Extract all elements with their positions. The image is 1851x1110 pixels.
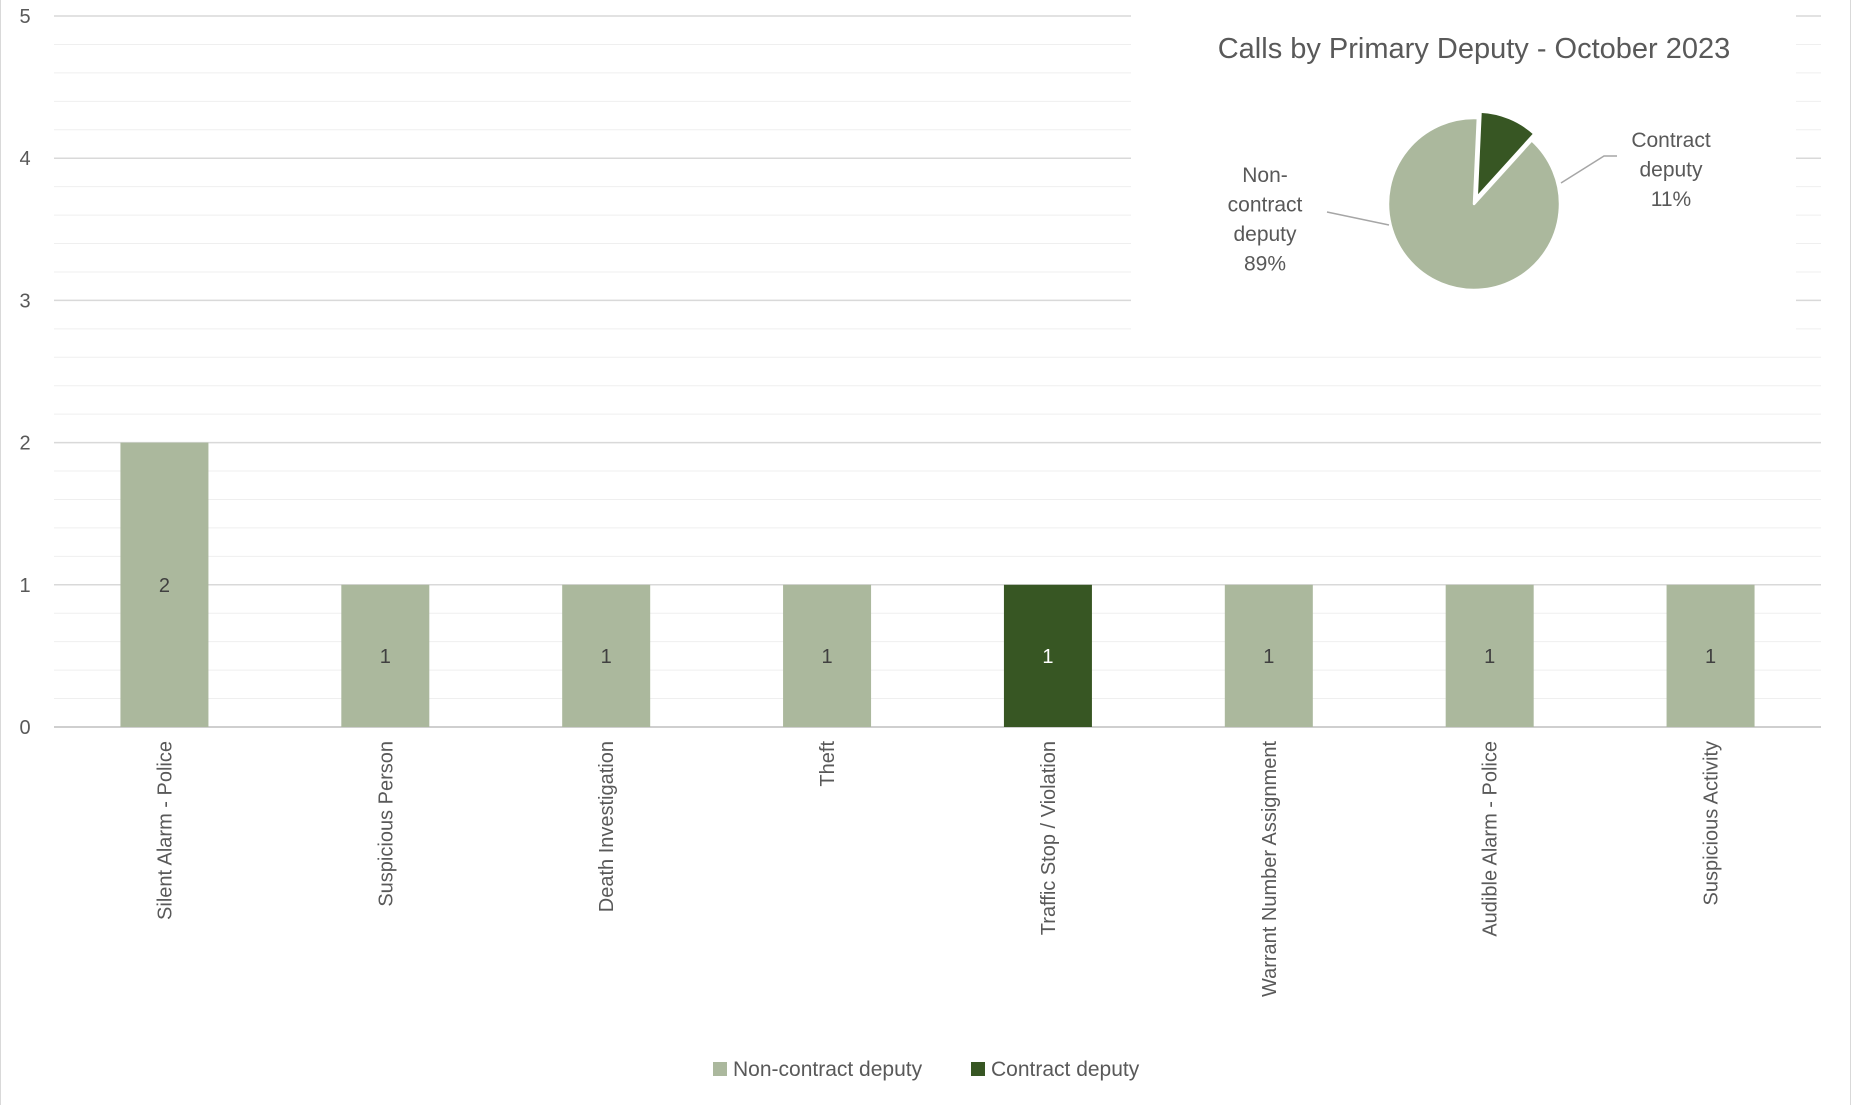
x-tick-label: Death Investigation	[596, 741, 618, 912]
legend-swatch	[971, 1062, 985, 1076]
bar-data-label: 1	[380, 646, 391, 668]
pie-label-contract: 11%	[1651, 188, 1691, 211]
bar-data-label: 1	[1042, 646, 1053, 668]
pie-labels: Non-contract deputy 89% Contract deputy 11%	[1228, 129, 1711, 276]
pie-label-non-contract: deputy	[1233, 223, 1297, 246]
bar	[783, 584, 872, 727]
bar-data-label: 1	[822, 646, 833, 668]
x-tick-label: Silent Alarm - Police	[154, 741, 176, 920]
pie-label-non-contract: contract	[1228, 194, 1303, 217]
pie-slice-non-contract	[1386, 116, 1562, 292]
pie-chart-panel: Calls by Primary Deputy - October 2023 N…	[1131, 0, 1796, 350]
bar-data-label: 1	[601, 646, 612, 668]
y-tick-label: 5	[19, 6, 30, 28]
bar	[1003, 584, 1092, 727]
bars: 2 1 1 1 1 1 1 1	[120, 442, 1755, 727]
bar-data-label: 1	[1263, 646, 1274, 668]
pie-label-non-contract: 89%	[1244, 253, 1286, 276]
pie-slice-contract	[1475, 110, 1536, 199]
pie-leader-line	[1326, 211, 1390, 226]
x-axis: Silent Alarm - Police Suspicious Person De…	[154, 741, 1722, 997]
bar-data-label: 1	[1705, 646, 1716, 668]
x-tick-label: Suspicious Activity	[1701, 741, 1723, 906]
bar	[1445, 584, 1534, 727]
pie-label-non-contract: Non-	[1242, 164, 1288, 187]
bar-data-label: 2	[159, 575, 170, 597]
bar	[341, 584, 430, 727]
bar	[562, 584, 651, 727]
bar	[120, 442, 209, 727]
bar	[1666, 584, 1755, 727]
legend-label: Contract deputy	[991, 1058, 1140, 1081]
y-tick-label: 4	[19, 148, 30, 170]
y-axis: 0 1 2 3 4 5	[19, 6, 30, 739]
legend: Non-contract deputy Contract deputy	[713, 1058, 1140, 1081]
x-tick-label: Traffic Stop / Violation	[1038, 741, 1060, 935]
x-tick-label: Warrant Number Assignment	[1259, 741, 1281, 997]
x-tick-label: Audible Alarm - Police	[1480, 741, 1502, 937]
legend-label: Non-contract deputy	[733, 1058, 923, 1081]
y-tick-label: 2	[19, 433, 30, 455]
pie-leader-line	[1560, 155, 1617, 184]
pie-label-contract: deputy	[1639, 159, 1703, 182]
x-tick-label: Theft	[817, 741, 839, 787]
pie-slices	[1386, 110, 1562, 292]
pie-label-contract: Contract	[1631, 129, 1711, 152]
bar-data-label: 1	[1484, 646, 1495, 668]
y-tick-label: 0	[19, 717, 30, 739]
x-tick-label: Suspicious Person	[375, 741, 397, 907]
legend-swatch	[713, 1062, 727, 1076]
y-tick-label: 1	[19, 575, 30, 597]
bar	[1224, 584, 1313, 727]
pie-chart-title: Calls by Primary Deputy - October 2023	[1218, 33, 1731, 65]
y-tick-label: 3	[19, 290, 30, 312]
